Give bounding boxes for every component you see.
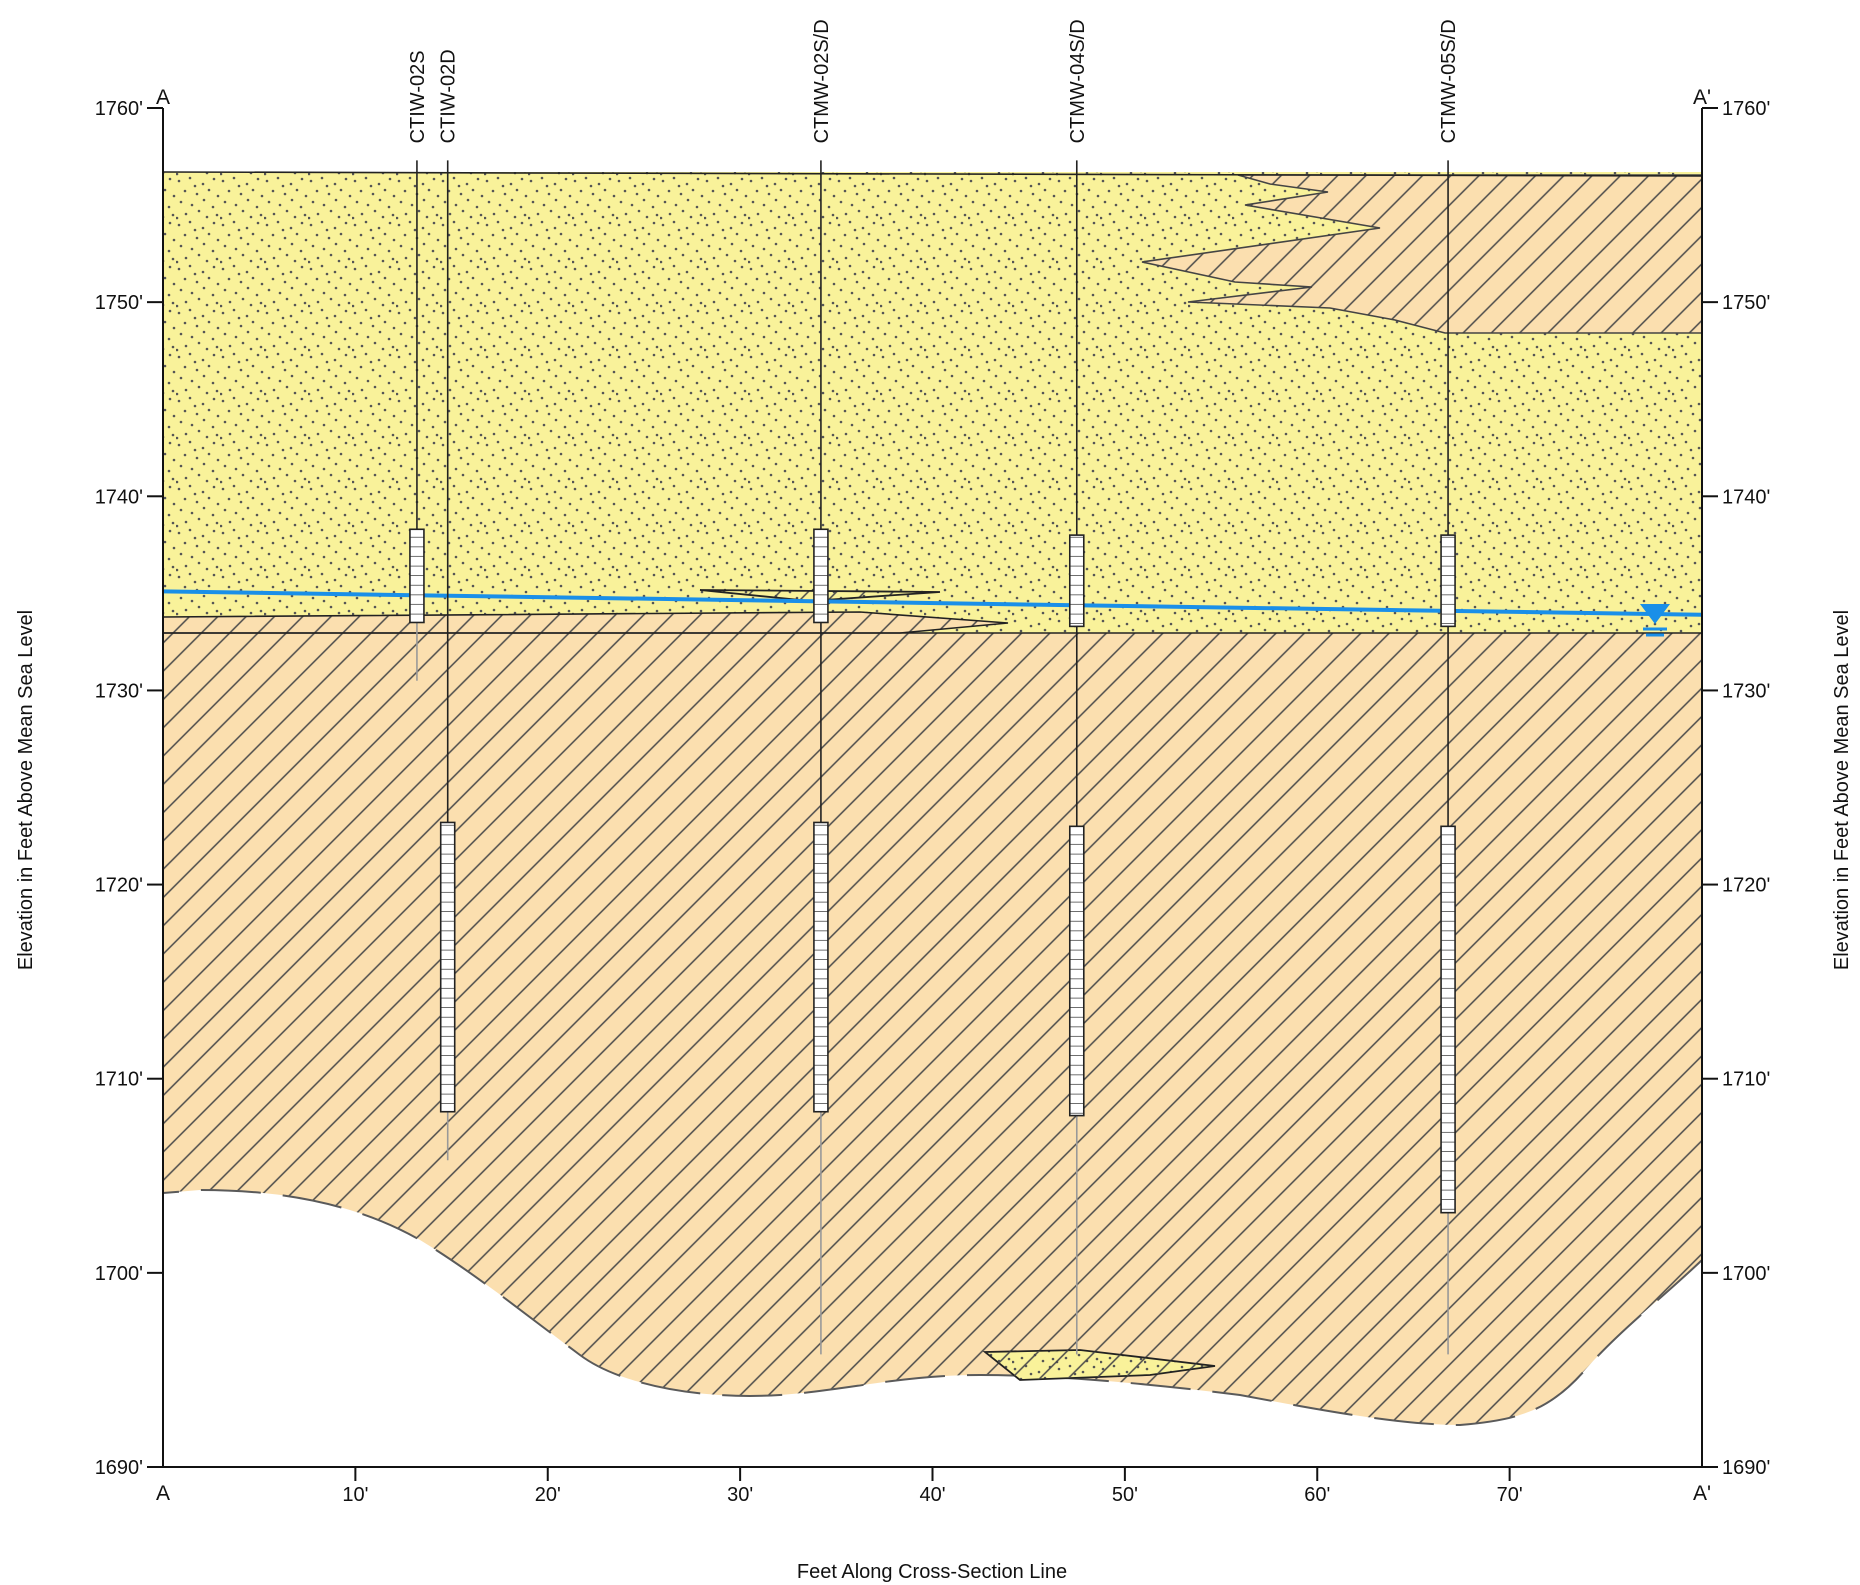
- y-axis-title-left: Elevation in Feet Above Mean Sea Level: [15, 610, 37, 970]
- x-axis-ticks: 10' 20' 30' 40' 50' 60' 70': [342, 1467, 1523, 1506]
- y-axis-title-right: Elevation in Feet Above Mean Sea Level: [1831, 610, 1853, 970]
- well-screen: [1440, 825, 1456, 1214]
- x-tick-label: 70': [1497, 1484, 1523, 1506]
- y-tick-label-left: 1750': [95, 292, 143, 314]
- y-tick-label-right: 1720': [1722, 875, 1770, 897]
- well-label: CTMW-04S/D: [1067, 19, 1089, 143]
- x-tick-label: 10': [342, 1484, 368, 1506]
- y-tick-label-right: 1740': [1722, 486, 1770, 508]
- y-tick-label-left: 1740': [95, 486, 143, 508]
- well-label: CTIW-02S: [407, 50, 429, 143]
- well-label: CTMW-02S/D: [811, 19, 833, 143]
- x-axis-title: Feet Along Cross-Section Line: [797, 1561, 1067, 1583]
- y-tick-label-left: 1690': [95, 1457, 143, 1479]
- ground-surface-line: [162, 171, 1703, 177]
- well-screen: [1068, 825, 1085, 1117]
- y-tick-label-left: 1700': [95, 1263, 143, 1285]
- x-tick-label: 20': [535, 1484, 561, 1506]
- x-tick-label: 40': [919, 1484, 945, 1506]
- well-screen-shallow: [813, 528, 829, 624]
- clay-lens-upper-right: [1141, 174, 1703, 334]
- well-screen-shallow: [1440, 534, 1456, 628]
- y-tick-label-left: 1720': [95, 875, 143, 897]
- well: CTMW-04S/D: [1067, 19, 1089, 1355]
- section-end-label-top: A': [1693, 86, 1711, 109]
- well: CTIW-02S: [407, 50, 429, 681]
- x-tick-label: 30': [727, 1484, 753, 1506]
- wells-layer: CTIW-02S CTIW-02D CTMW-02S/D CTMW-04S/D CTMW…: [407, 19, 1460, 1355]
- y-tick-label-right: 1750': [1722, 292, 1770, 314]
- x-tick-label: 60': [1304, 1484, 1330, 1506]
- clay-unit-base-line: [162, 1188, 1703, 1427]
- well-screen: [813, 821, 829, 1113]
- sand-lens-deep-hatch: [985, 1350, 1215, 1380]
- y-tick-label-left: 1760': [95, 98, 143, 120]
- y-tick-label-left: 1710': [95, 1069, 143, 1091]
- y-tick-label-right: 1760': [1722, 98, 1770, 120]
- y-tick-label-left: 1730': [95, 680, 143, 702]
- well: CTIW-02D: [438, 49, 460, 1161]
- well-screen: [409, 528, 425, 624]
- section-start-label-bottom: A: [156, 1482, 170, 1505]
- y-axis-ticks: 1760' 1760' 1750' 1750' 1740' 1740' 1730' 1730'…: [95, 98, 1771, 1479]
- well-screen-shallow: [1068, 534, 1085, 628]
- water-table-symbol: [1640, 604, 1670, 637]
- clay-unit: [163, 633, 1702, 1425]
- section-start-label-top: A: [156, 86, 170, 109]
- well-screen: [439, 821, 456, 1113]
- well-label: CTMW-05S/D: [1438, 19, 1460, 143]
- well: CTMW-05S/D: [1438, 19, 1460, 1355]
- well: CTMW-02S/D: [811, 19, 833, 1355]
- y-tick-label-right: 1690': [1722, 1457, 1770, 1479]
- well-label: CTIW-02D: [438, 49, 460, 143]
- y-tick-label-right: 1710': [1722, 1069, 1770, 1091]
- section-end-label-bottom: A': [1693, 1482, 1711, 1505]
- y-tick-label-right: 1700': [1722, 1263, 1770, 1285]
- y-tick-label-right: 1730': [1722, 680, 1770, 702]
- x-tick-label: 50': [1112, 1484, 1138, 1506]
